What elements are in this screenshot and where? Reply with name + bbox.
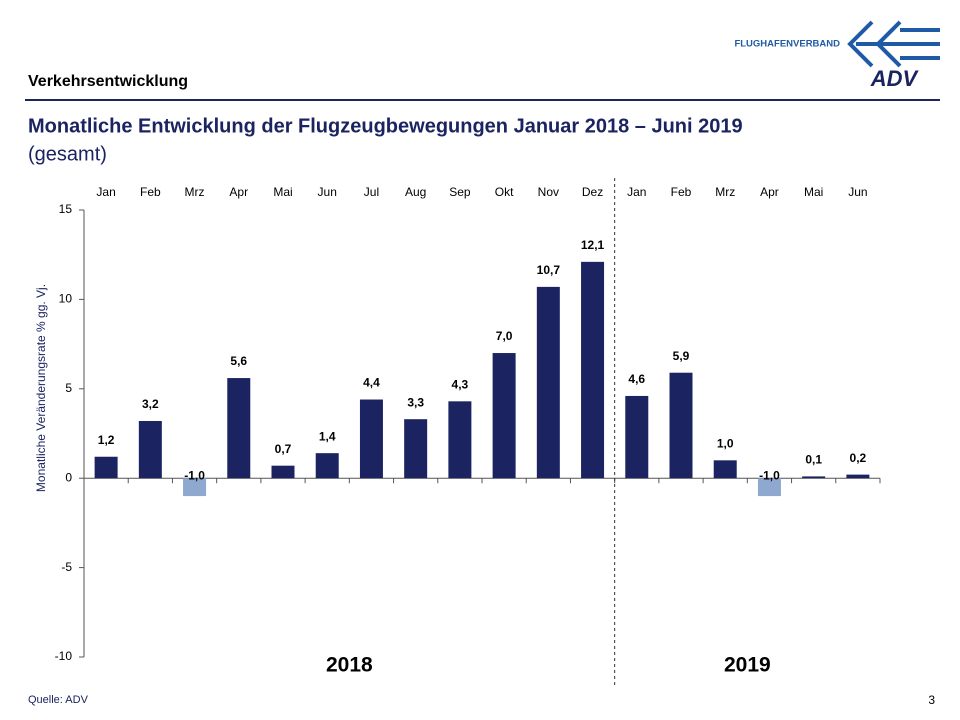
value-label: 0,7 (275, 442, 292, 456)
logo-wings (847, 20, 940, 68)
bar (713, 460, 737, 479)
value-label: 3,2 (142, 397, 159, 411)
value-label: 10,7 (537, 263, 561, 277)
y-tick-label: 15 (59, 202, 73, 216)
value-label: 1,4 (319, 429, 336, 443)
bar (227, 378, 251, 479)
bar (492, 353, 516, 479)
chart-subtitle: (gesamt) (28, 143, 107, 165)
value-label: 4,6 (628, 372, 645, 386)
y-tick-label: 0 (65, 470, 72, 484)
x-tick-label: Jun (318, 185, 337, 199)
x-tick-label: Jun (848, 185, 867, 199)
bar (669, 372, 693, 479)
x-tick-label: Jan (96, 185, 115, 199)
x-tick-label: Sep (449, 185, 471, 199)
value-label: 0,2 (850, 451, 867, 465)
source: Quelle: ADV (28, 694, 89, 706)
value-label: 7,0 (496, 329, 513, 343)
value-label: 3,3 (407, 395, 424, 409)
value-label: 12,1 (581, 238, 605, 252)
bar (802, 476, 826, 479)
group-label: 2018 (326, 654, 373, 677)
bar (138, 420, 162, 479)
x-tick-label: Apr (229, 185, 248, 199)
x-tick-label: Nov (538, 185, 559, 199)
bar (757, 478, 781, 497)
x-tick-label: Mai (273, 185, 292, 199)
group-label: 2019 (724, 654, 771, 677)
x-tick-label: Feb (671, 185, 692, 199)
logo-text: FLUGHAFENVERBAND (734, 39, 840, 50)
value-label: -1,0 (759, 468, 780, 482)
value-label: -1,0 (184, 468, 205, 482)
x-tick-label: Feb (140, 185, 161, 199)
x-tick-label: Apr (760, 185, 779, 199)
bar (581, 261, 605, 479)
value-label: 4,4 (363, 376, 380, 390)
bar (625, 395, 649, 479)
x-tick-label: Dez (582, 185, 603, 199)
bar (315, 453, 339, 479)
bar (448, 401, 472, 479)
y-axis-label: Monatliche Veränderungsrate % gg. Vj. (34, 284, 48, 492)
x-tick-label: Okt (495, 185, 514, 199)
x-tick-label: Jul (364, 185, 379, 199)
y-tick-label: 5 (65, 381, 72, 395)
bar (536, 286, 560, 479)
y-tick-label: -5 (61, 560, 72, 574)
x-tick-label: Mrz (185, 185, 205, 199)
bar (271, 465, 295, 479)
logo-mark: ADV (870, 66, 920, 91)
value-label: 1,2 (98, 433, 115, 447)
section-title: Verkehrsentwicklung (28, 73, 188, 90)
y-tick-label: -10 (55, 649, 73, 663)
bar (359, 399, 383, 479)
value-label: 0,1 (805, 453, 822, 467)
value-label: 1,0 (717, 436, 734, 450)
bar (846, 474, 870, 479)
value-label: 5,6 (230, 354, 247, 368)
x-tick-label: Mai (804, 185, 823, 199)
value-label: 5,9 (673, 349, 690, 363)
chart-title: Monatliche Entwicklung der Flugzeugbeweg… (28, 115, 743, 137)
x-tick-label: Aug (405, 185, 426, 199)
bar (94, 456, 118, 479)
bar (183, 478, 207, 497)
value-label: 4,3 (452, 377, 469, 391)
y-tick-label: 10 (59, 292, 73, 306)
x-tick-label: Jan (627, 185, 646, 199)
page-number: 3 (928, 693, 935, 707)
bar (404, 419, 428, 479)
x-tick-label: Mrz (715, 185, 735, 199)
